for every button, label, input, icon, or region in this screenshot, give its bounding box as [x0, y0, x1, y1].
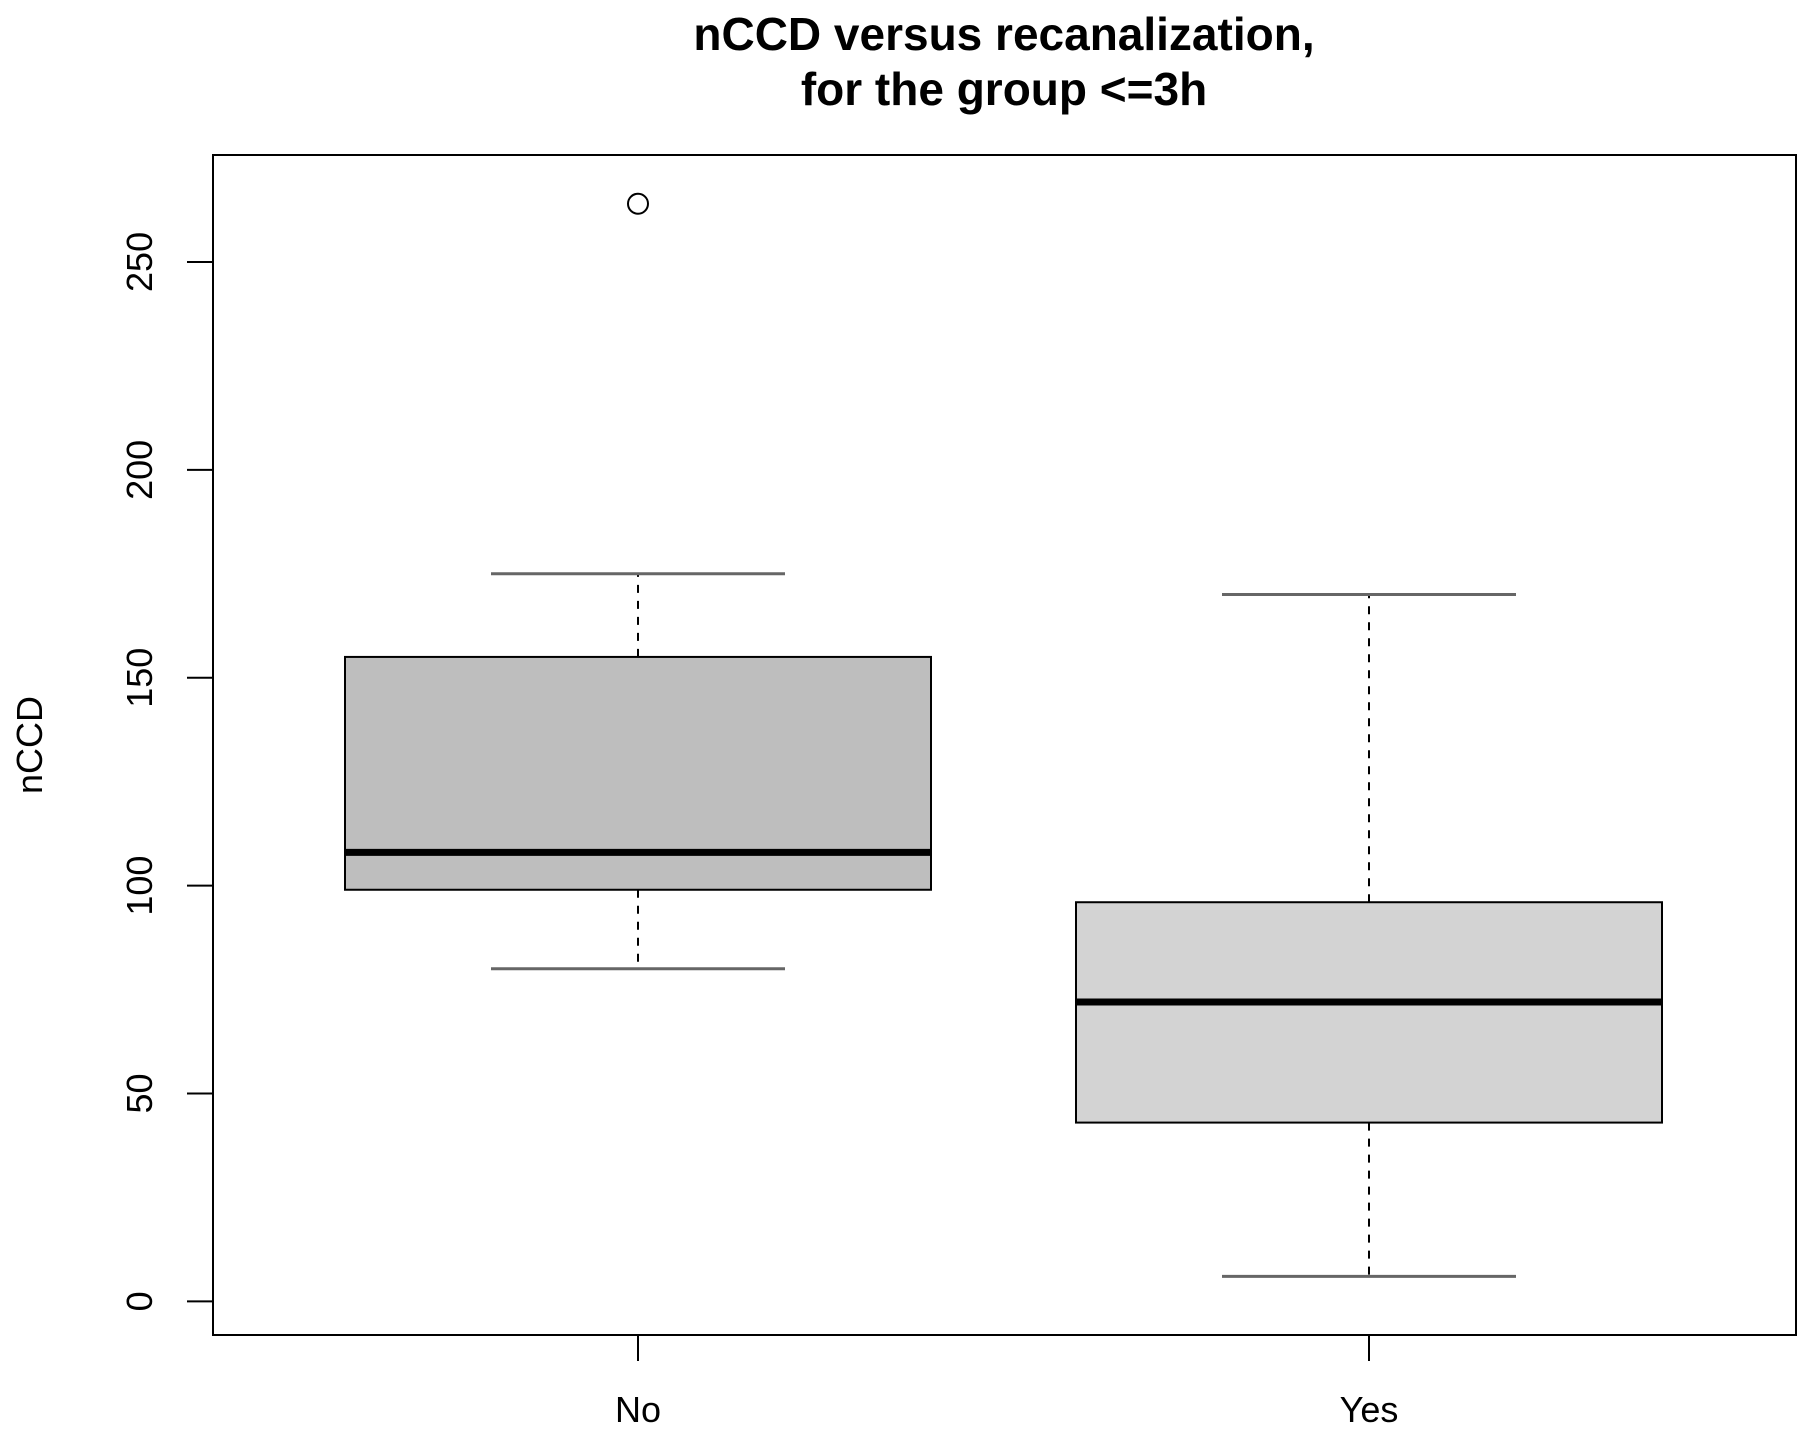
- y-tick-label: 150: [119, 648, 160, 708]
- y-tick-label: 100: [119, 856, 160, 916]
- plot-frame: [212, 154, 1797, 1336]
- chart-subtitle: for the group <=3h: [801, 63, 1207, 115]
- box-yes: [1075, 901, 1663, 1124]
- y-tick-label: 50: [119, 1073, 160, 1113]
- outlier-point: [627, 192, 649, 215]
- y-tick-label: 250: [119, 232, 160, 292]
- plot-area: 0 50 100 150 200 250 No Yes: [119, 154, 1797, 1430]
- y-tick-label: 0: [119, 1291, 160, 1311]
- x-tick-label: No: [615, 1389, 661, 1430]
- y-tick-label: 200: [119, 440, 160, 500]
- chart-title: nCCD versus recanalization,: [693, 8, 1314, 60]
- x-tick-label: Yes: [1340, 1389, 1399, 1430]
- y-axis-label: nCCD: [9, 696, 50, 794]
